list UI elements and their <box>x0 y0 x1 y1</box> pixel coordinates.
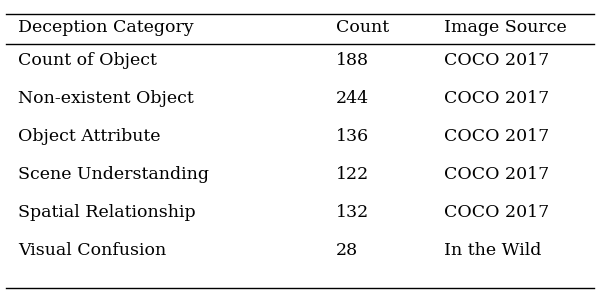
Text: COCO 2017: COCO 2017 <box>444 166 549 183</box>
Text: Object Attribute: Object Attribute <box>18 128 161 145</box>
Text: In the Wild: In the Wild <box>444 242 541 259</box>
Text: 244: 244 <box>336 90 369 107</box>
Text: Count of Object: Count of Object <box>18 52 157 69</box>
Text: COCO 2017: COCO 2017 <box>444 204 549 221</box>
Text: 188: 188 <box>336 52 369 69</box>
Text: Scene Understanding: Scene Understanding <box>18 166 209 183</box>
Text: Image Source: Image Source <box>444 19 567 36</box>
Text: 136: 136 <box>336 128 369 145</box>
Text: Spatial Relationship: Spatial Relationship <box>18 204 196 221</box>
Text: Non-existent Object: Non-existent Object <box>18 90 194 107</box>
Text: 132: 132 <box>336 204 369 221</box>
Text: Count: Count <box>336 19 389 36</box>
Text: 28: 28 <box>336 242 358 259</box>
Text: COCO 2017: COCO 2017 <box>444 128 549 145</box>
Text: 122: 122 <box>336 166 369 183</box>
Text: COCO 2017: COCO 2017 <box>444 52 549 69</box>
Text: Visual Confusion: Visual Confusion <box>18 242 166 259</box>
Text: COCO 2017: COCO 2017 <box>444 90 549 107</box>
Text: Deception Category: Deception Category <box>18 19 194 36</box>
